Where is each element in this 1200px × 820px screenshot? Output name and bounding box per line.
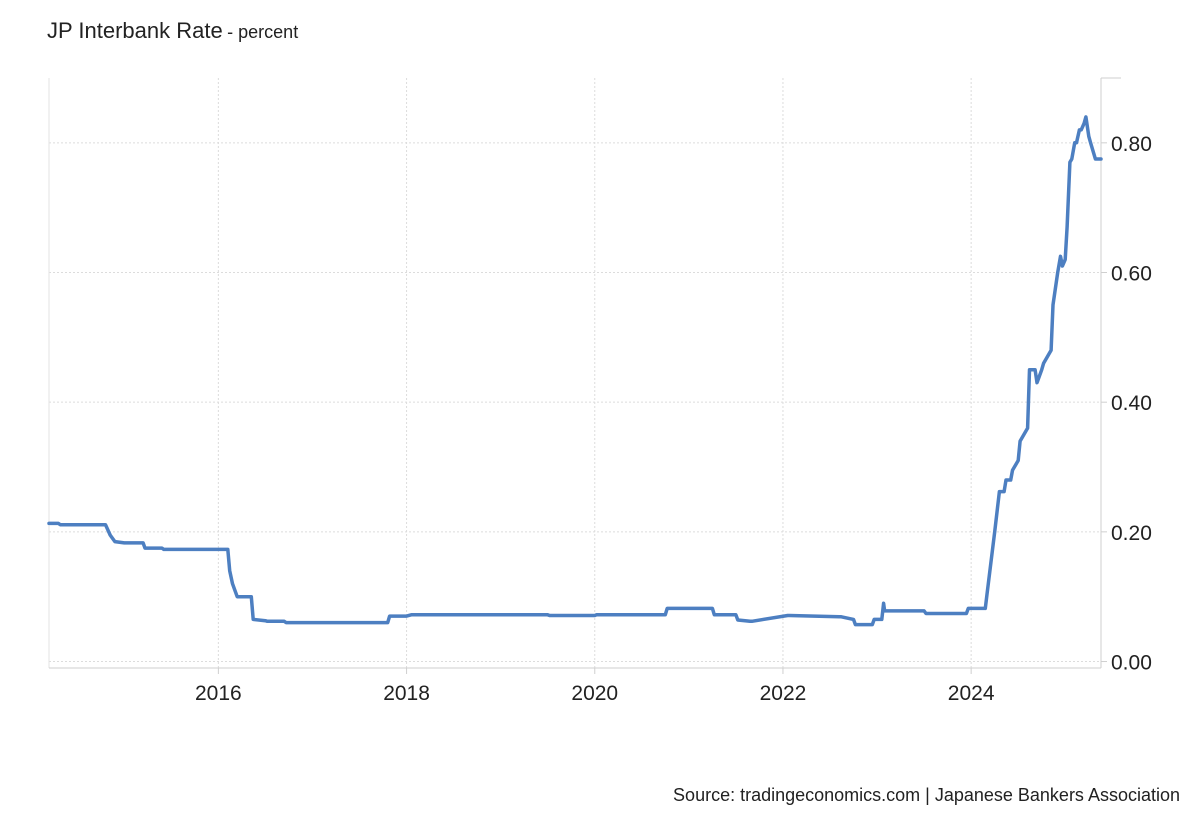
x-tick-label: 2020 bbox=[571, 682, 618, 705]
y-axis-ticks: 0.00 0.20 0.40 0.60 0.80 bbox=[1111, 133, 1152, 675]
y-tick-label: 0.80 bbox=[1111, 133, 1152, 156]
source-note: Source: tradingeconomics.com | Japanese … bbox=[673, 785, 1180, 805]
x-tick-label: 2024 bbox=[948, 682, 995, 705]
series-layer bbox=[47, 115, 1103, 627]
axes bbox=[48, 77, 1121, 674]
grid-lines bbox=[49, 78, 1101, 668]
y-tick-label: 0.60 bbox=[1111, 263, 1152, 286]
x-tick-label: 2016 bbox=[195, 682, 242, 705]
chart-title: JP Interbank Rate bbox=[47, 18, 223, 43]
y-tick-label: 0.20 bbox=[1111, 522, 1152, 545]
x-tick-label: 2022 bbox=[760, 682, 807, 705]
chart-title-row: JP Interbank Rate - percent bbox=[47, 18, 298, 44]
x-tick-label: 2018 bbox=[383, 682, 430, 705]
x-axis-ticks: 2016 2018 2020 2022 2024 bbox=[195, 682, 995, 705]
series-line-0 bbox=[47, 115, 1103, 627]
y-tick-label: 0.40 bbox=[1111, 392, 1152, 415]
y-tick-label: 0.00 bbox=[1111, 652, 1152, 675]
chart-subtitle: - percent bbox=[227, 22, 299, 42]
